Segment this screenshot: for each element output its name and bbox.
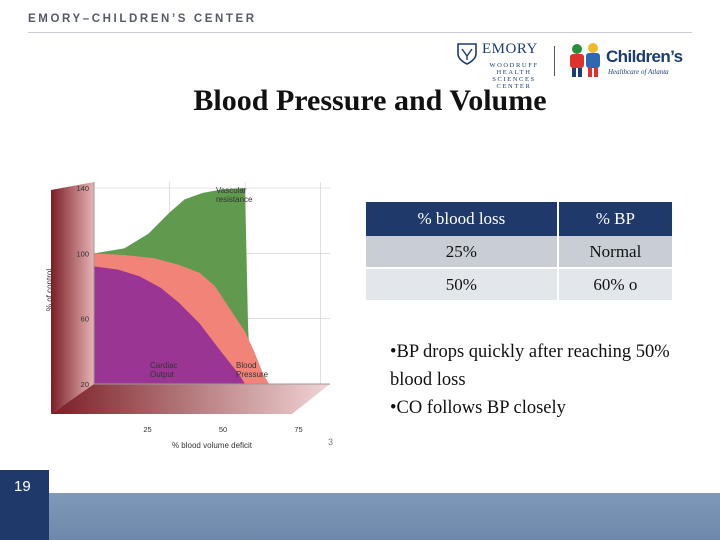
childrens-subtitle: Healthcare of Atlanta [608,68,669,76]
table-cell: Normal [557,236,672,268]
table-header-cell: % blood loss [366,202,559,236]
x-axis-label: % blood volume deficit [172,441,253,450]
header-divider [28,32,692,33]
slide-number: 19 [14,478,31,495]
table-cell: 60% o [557,268,672,300]
annotation-line: resistance [216,195,253,204]
table-header-cell: % BP [557,202,672,236]
chart-canvas: 20 60 100 140 25 50 75 Vascular resistance Car… [45,182,333,450]
bullet-item: •BP drops quickly after reaching 50% blo… [390,342,670,390]
y-tick-label: 140 [76,184,89,193]
blood-volume-chart: 20 60 100 140 25 50 75 Vascular resistance Car… [40,170,340,460]
emory-subtitle-line: WOODRUFF [489,62,539,69]
series-area-cardiac-output [94,266,246,384]
annotation-cardiac-output: Cardiac Output [150,361,180,379]
emory-shield-icon [457,43,477,65]
bullet-list: •BP drops quickly after reaching 50% blo… [390,338,700,422]
table-header-row: % blood loss % BP [366,202,672,236]
logo-divider [554,46,555,76]
brand-header-text: EMORY–CHILDREN’S CENTER [28,13,257,25]
blood-loss-table: % blood loss % BP 25% Normal 50% 60% o [366,202,672,300]
footer-bar [0,493,720,540]
annotation-vascular-resistance: Vascular resistance [216,186,253,204]
emory-subtitle-line: SCIENCES [492,76,536,83]
kids-figures-icon [570,43,600,77]
table-row: 25% Normal [366,236,672,268]
annotation-line: Vascular [216,186,247,195]
y-tick-label: 20 [81,380,89,389]
table-cell: 25% [366,236,559,268]
annotation-line: Output [150,370,175,379]
childrens-wordmark: Children’s [606,47,683,66]
annotation-line: Blood [236,361,256,370]
bullet-item: •CO follows BP closely [390,398,566,418]
emory-subtitle-line: CENTER [496,83,532,90]
table-cell: 50% [366,268,559,300]
chart-depth-floor [51,384,330,414]
y-tick-label: 100 [76,249,89,258]
chart-depth-wall [51,182,94,414]
x-tick-label: 25 [143,425,151,434]
childrens-logo: Children’s Healthcare of Atlanta [566,40,696,84]
emory-subtitle: WOODRUFF HEALTH SCIENCES CENTER [486,62,542,90]
annotation-blood-pressure: Blood Pressure [236,361,269,379]
emory-wordmark: EMORY [482,41,538,57]
x-tick-label: 75 [294,425,302,434]
slide-number-box [0,470,49,540]
table-row: 50% 60% o [366,268,672,300]
slide-title: Blood Pressure and Volume [193,84,547,117]
x-tick-label: 50 [219,425,227,434]
y-axis-label: % of control [45,269,54,311]
stray-mark: 3 [328,437,333,447]
emory-logo: EMORY WOODRUFF HEALTH SCIENCES CENTER [456,40,548,92]
emory-subtitle-line: HEALTH [496,69,532,76]
y-tick-label: 60 [81,315,89,324]
annotation-line: Cardiac [150,361,178,370]
annotation-line: Pressure [236,370,269,379]
